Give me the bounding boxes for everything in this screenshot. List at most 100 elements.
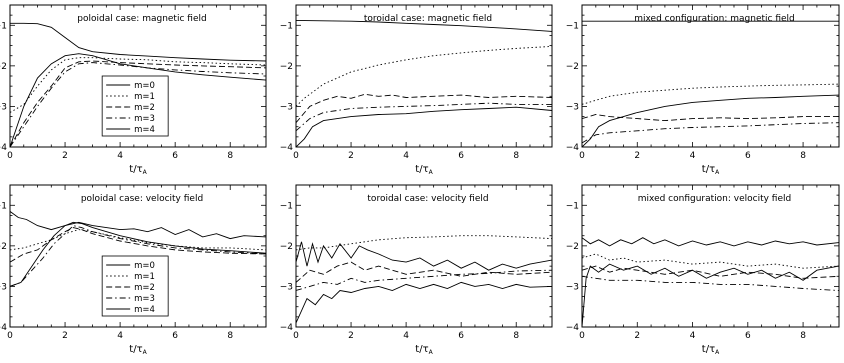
- x-tick-label: 6: [172, 331, 178, 341]
- series-line-m3: [582, 122, 839, 144]
- series-line-m4: [10, 221, 266, 287]
- legend-label: m=3: [134, 114, 155, 124]
- series-line-m3: [10, 62, 266, 147]
- series-line-m0: [10, 22, 266, 62]
- x-tick-label: 2: [348, 151, 354, 161]
- legend: m=0m=1m=2m=3m=4: [101, 255, 169, 317]
- plot-frame: [581, 4, 840, 148]
- chart-title: mixed configuration: velocity field: [638, 194, 791, 204]
- y-tick-label: −2: [280, 62, 293, 72]
- series-line-m0: [582, 237, 839, 247]
- series-line-m4: [296, 106, 552, 147]
- x-tick-label: 2: [62, 151, 68, 161]
- x-tick-label: 2: [634, 331, 640, 341]
- legend-label: m=1: [134, 92, 155, 102]
- x-tick-label: 8: [800, 151, 806, 161]
- x-tick-label: 0: [579, 331, 585, 341]
- y-tick-label: −2: [566, 62, 579, 72]
- y-tick-label: −1: [280, 21, 293, 31]
- plot-frame: [295, 184, 553, 328]
- series-line-m3: [296, 102, 552, 132]
- y-tick-label: −2: [0, 242, 7, 252]
- legend-label: m=2: [134, 103, 155, 113]
- legend-label: m=0: [134, 81, 155, 91]
- x-tick-label: 0: [293, 151, 299, 161]
- x-axis-label: t/τA: [415, 344, 433, 356]
- series-line-m1: [296, 235, 552, 251]
- x-tick-label: 4: [690, 331, 696, 341]
- x-tick-label: 8: [513, 331, 519, 341]
- series-line-m1: [296, 45, 552, 107]
- series-line-m2: [582, 265, 839, 279]
- x-tick-label: 8: [227, 331, 233, 341]
- chart-panel-6: 0 2 4 6 8 −4 −3 −2 −1 mixed configuration: veloci…: [566, 184, 840, 356]
- y-tick-label: −1: [0, 21, 7, 31]
- series-line-m4: [296, 281, 552, 324]
- y-tick-label: −3: [0, 282, 7, 292]
- y-tick-label: −4: [0, 323, 7, 333]
- series-line-m1: [10, 229, 266, 251]
- y-tick-label: −2: [280, 242, 293, 252]
- legend-label: m=4: [134, 125, 155, 135]
- series-line-m1: [10, 57, 266, 113]
- series-line-m2: [582, 114, 839, 122]
- y-tick-label: −1: [280, 201, 293, 211]
- chart-title: mixed configuration: magnetic field: [634, 14, 795, 24]
- series-line-m3: [296, 269, 552, 291]
- legend-label: m=4: [134, 305, 155, 315]
- legend-label: m=0: [134, 261, 155, 271]
- x-tick-label: 0: [293, 331, 299, 341]
- legend: m=0m=1m=2m=3m=4: [101, 75, 169, 137]
- y-tick-label: −1: [566, 201, 579, 211]
- x-tick-label: 2: [348, 331, 354, 341]
- y-tick-label: −2: [0, 62, 7, 72]
- x-axis-label: t/τA: [129, 164, 147, 176]
- y-tick-label: −4: [280, 143, 294, 153]
- chart-panel-1: 0 2 4 6 8 −4 −3 −2 −1 poloidal case: magnetic fie…: [0, 4, 267, 176]
- y-tick-label: −4: [0, 143, 7, 153]
- legend-box: [101, 255, 169, 317]
- x-tick-label: 6: [458, 331, 464, 341]
- x-tick-label: 4: [690, 151, 696, 161]
- chart-panel-3: 0 2 4 6 8 −4 −3 −2 −1 mixed configuration: magnet…: [566, 4, 840, 176]
- chart-title: toroidal case: magnetic field: [364, 14, 492, 24]
- y-tick-label: −4: [280, 323, 294, 333]
- x-tick-label: 2: [62, 331, 68, 341]
- plot-frame: [581, 184, 840, 328]
- series-line-m4: [582, 263, 839, 327]
- x-axis-label: t/τA: [702, 164, 720, 176]
- x-tick-label: 4: [117, 331, 123, 341]
- legend-box: [101, 75, 169, 137]
- series-line-m0: [296, 241, 552, 271]
- x-tick-label: 8: [800, 331, 806, 341]
- chart-title: poloidal case: velocity field: [81, 194, 203, 204]
- x-tick-label: 8: [227, 151, 233, 161]
- series-line-m2: [296, 261, 552, 283]
- series-line-m4: [582, 94, 839, 147]
- series-line-m0: [10, 211, 266, 240]
- series-line-m4: [10, 53, 266, 147]
- x-tick-label: 4: [403, 331, 409, 341]
- x-tick-label: 0: [7, 151, 13, 161]
- x-tick-label: 0: [7, 331, 13, 341]
- chart-title: poloidal case: magnetic field: [77, 14, 206, 24]
- x-tick-label: 8: [513, 151, 519, 161]
- legend-label: m=1: [134, 272, 155, 282]
- y-tick-label: −3: [0, 102, 7, 112]
- y-tick-label: −3: [566, 102, 579, 112]
- series-line-m3: [582, 275, 839, 291]
- legend-label: m=3: [134, 294, 155, 304]
- x-tick-label: 0: [579, 151, 585, 161]
- x-tick-label: 4: [403, 151, 409, 161]
- y-tick-label: −4: [566, 323, 580, 333]
- chart-title: toroidal case: velocity field: [367, 194, 488, 204]
- series-line-m2: [10, 227, 266, 263]
- series-line-m1: [582, 253, 839, 269]
- x-tick-label: 6: [172, 151, 178, 161]
- y-tick-label: −3: [566, 282, 579, 292]
- x-tick-label: 6: [745, 331, 751, 341]
- y-tick-label: −2: [566, 242, 579, 252]
- series-line-m2: [10, 60, 266, 147]
- x-tick-label: 4: [117, 151, 123, 161]
